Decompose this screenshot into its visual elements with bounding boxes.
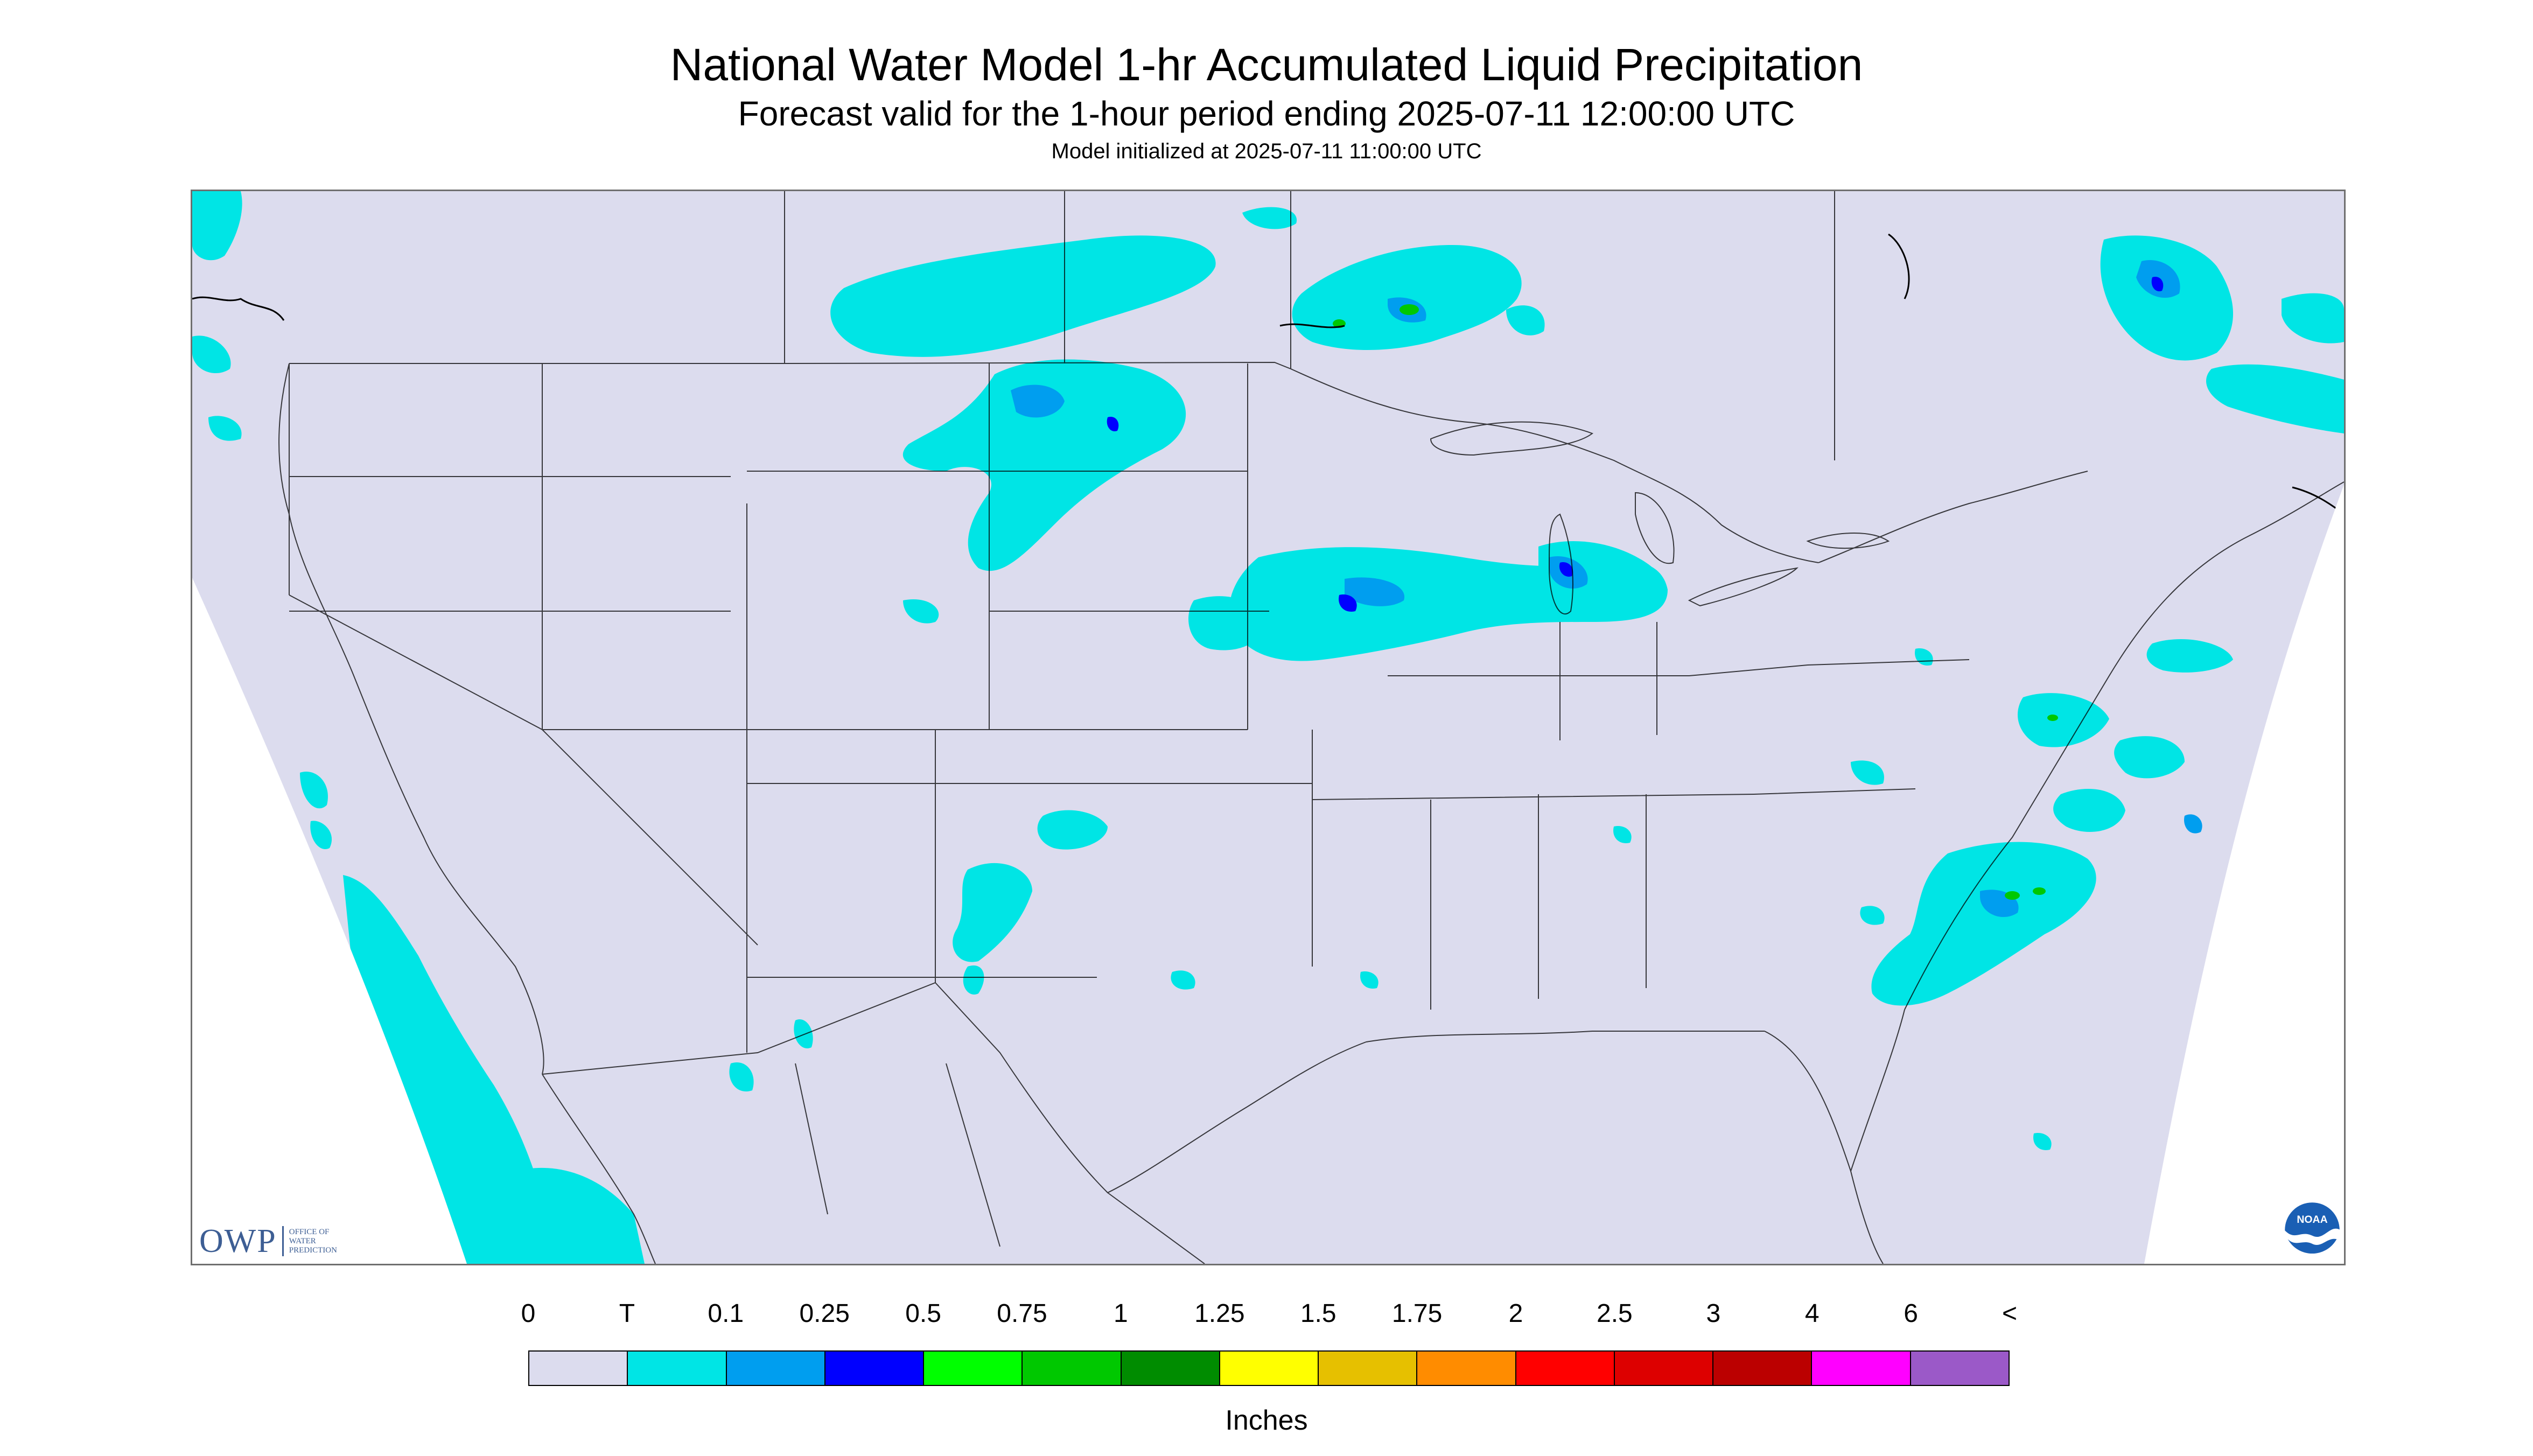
legend-label: 6	[1904, 1299, 1918, 1328]
legend-swatch	[726, 1352, 825, 1385]
owp-logo-text: OWP	[199, 1222, 277, 1259]
legend-label: 2	[1508, 1299, 1523, 1328]
legend-units: Inches	[1225, 1405, 1308, 1436]
legend-label: 1.75	[1391, 1299, 1443, 1328]
legend-swatch	[628, 1352, 727, 1385]
legend-label: 0.25	[799, 1299, 850, 1328]
map-subtitle: Forecast valid for the 1-hour period end…	[738, 94, 1795, 133]
precip-heavy-areas	[1333, 304, 2058, 900]
legend-label: 1.25	[1194, 1299, 1245, 1328]
precip-trace-areas	[192, 191, 2344, 1264]
map-title: National Water Model 1-hr Accumulated Li…	[670, 39, 1863, 90]
legend-label: 0	[521, 1299, 536, 1328]
legend-label: 0.5	[905, 1299, 941, 1328]
model-init-text: Model initialized at 2025-07-11 11:00:00…	[1051, 139, 1482, 163]
legend-label: 1.5	[1300, 1299, 1337, 1328]
legend-swatch	[1023, 1352, 1122, 1385]
legend-swatch	[1121, 1352, 1220, 1385]
noaa-logo-icon: NOAA	[2284, 1201, 2341, 1258]
noaa-logo-text: NOAA	[2297, 1214, 2327, 1226]
owp-logo: OWP OFFICE OF WATER PREDICTION	[199, 1222, 337, 1260]
legend-swatch	[1911, 1352, 2009, 1385]
legend-label: <	[2002, 1299, 2018, 1328]
model-domain	[192, 191, 2344, 1264]
precipitation-map[interactable]	[191, 190, 2346, 1265]
owp-logo-subtext: OFFICE OF WATER PREDICTION	[289, 1227, 337, 1255]
legend-label: 1	[1114, 1299, 1128, 1328]
legend-label: 3	[1706, 1299, 1721, 1328]
legend-label: 0.75	[997, 1299, 1047, 1328]
legend-swatch	[1220, 1352, 1319, 1385]
legend-swatch	[1319, 1352, 1418, 1385]
legend-label: 4	[1804, 1299, 1820, 1328]
legend-label: 2.5	[1597, 1299, 1633, 1328]
legend-label: T	[619, 1299, 635, 1328]
legend-swatch	[1417, 1352, 1516, 1385]
map-canvas	[192, 191, 2344, 1264]
owp-logo-divider	[282, 1226, 284, 1256]
precip-light-areas	[1011, 260, 2202, 918]
legend-label: 0.1	[708, 1299, 744, 1328]
legend-swatch	[1614, 1352, 1714, 1385]
state-boundaries	[278, 191, 2344, 1264]
legend-swatch	[529, 1352, 628, 1385]
legend-labels: 0 T 0.1 0.25 0.5 0.75 1 1.25 1.5 1.75 2 2.5 3 4 6 <	[0, 1298, 2533, 1335]
legend-colorbar	[528, 1350, 2010, 1386]
legend-swatch	[825, 1352, 925, 1385]
legend-swatch	[1812, 1352, 1911, 1385]
legend-swatch	[924, 1352, 1023, 1385]
precip-moderate-areas	[1107, 277, 2164, 612]
legend-swatch	[1516, 1352, 1615, 1385]
legend-swatch	[1713, 1352, 1813, 1385]
